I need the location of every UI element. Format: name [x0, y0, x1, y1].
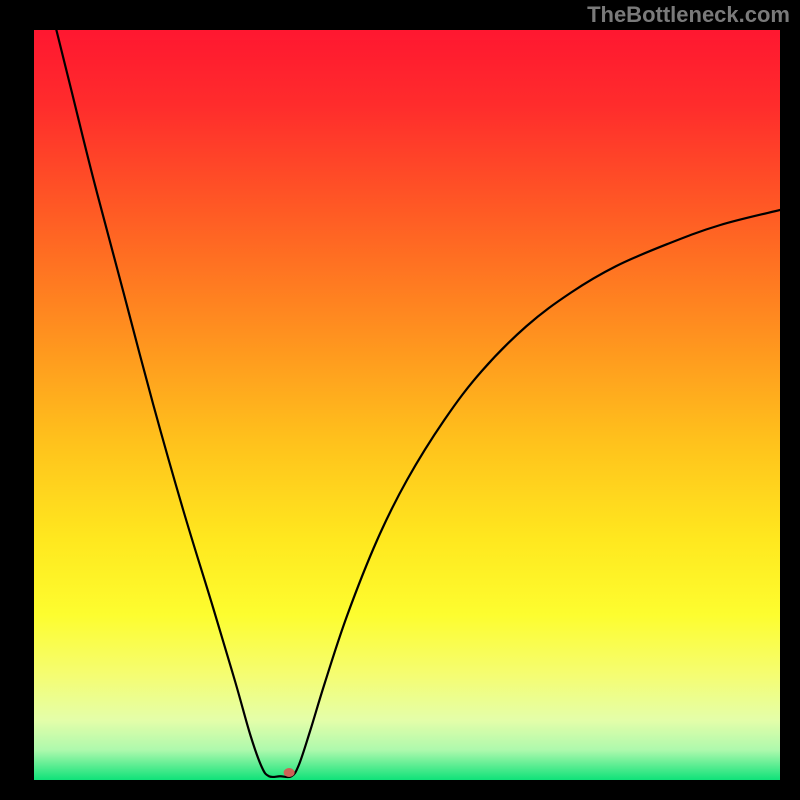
plot-svg	[34, 30, 780, 780]
plot-area	[34, 30, 780, 780]
chart-container: TheBottleneck.com	[0, 0, 800, 800]
watermark-text: TheBottleneck.com	[587, 2, 790, 28]
gradient-background	[34, 30, 780, 780]
marker-dot	[284, 768, 295, 777]
